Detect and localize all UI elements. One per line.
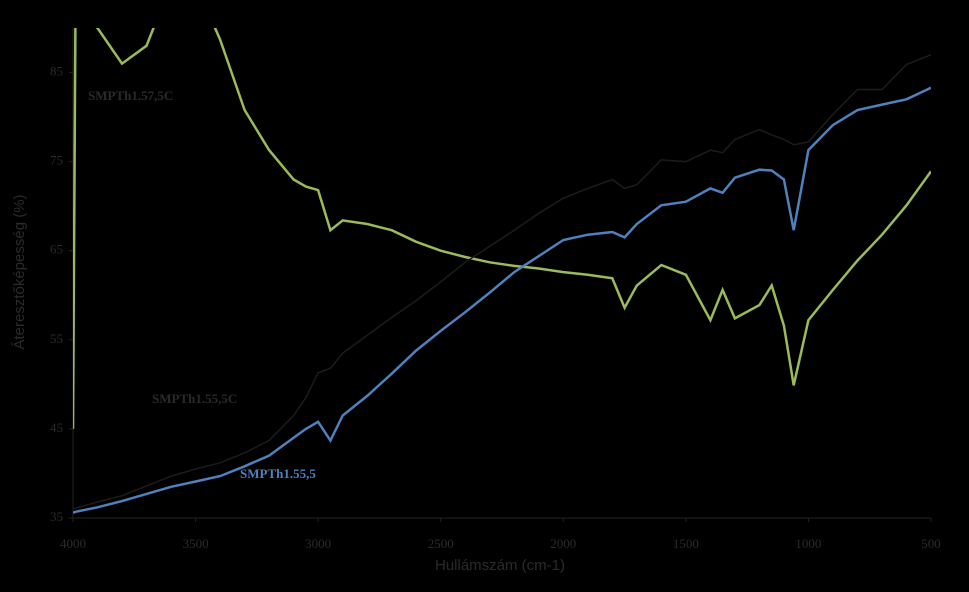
x-tick-label: 3000 (305, 536, 331, 551)
y-axis-title: Áteresztőképesség (%) (11, 194, 28, 349)
x-axis-title: Hullámszám (cm-1) (435, 557, 565, 574)
series-label: SMPTh1.57,5C (88, 88, 173, 103)
series-label: SMPTh1.55,5C (152, 391, 237, 406)
x-tick-label: 1500 (673, 536, 699, 551)
y-tick-label: 85 (50, 64, 63, 79)
series-line (73, 28, 931, 429)
y-tick-label: 55 (50, 331, 63, 346)
x-tick-label: 4000 (60, 536, 86, 551)
x-tick-label: 2000 (550, 536, 576, 551)
x-tick-label: 2500 (428, 536, 454, 551)
x-tick-label: 1000 (795, 536, 821, 551)
y-tick-label: 65 (50, 242, 63, 257)
series-line (73, 86, 931, 514)
y-tick-label: 45 (50, 420, 63, 435)
y-tick-label: 75 (50, 153, 63, 168)
series-line (73, 54, 931, 510)
x-tick-label: 3500 (183, 536, 209, 551)
series-label: SMPTh1.55,5 (240, 466, 316, 481)
y-tick-label: 35 (50, 509, 63, 524)
x-tick-label: 500 (921, 536, 941, 551)
plot-area (73, 28, 931, 514)
